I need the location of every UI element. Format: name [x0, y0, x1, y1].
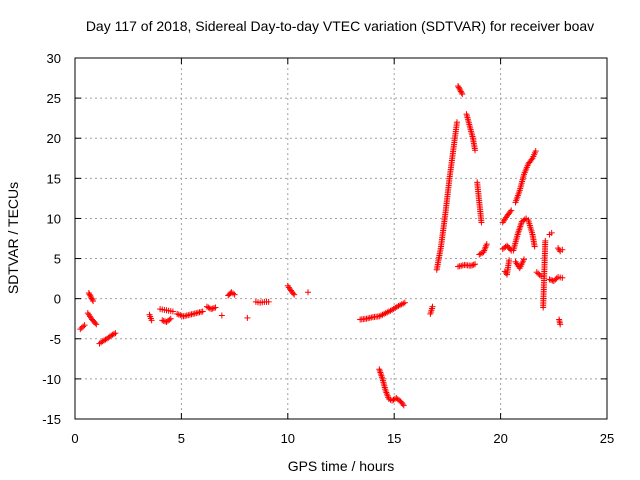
data-point: [546, 276, 553, 283]
data-point: [89, 296, 96, 303]
data-point: [553, 275, 560, 282]
data-point: [169, 308, 176, 315]
data-point: [211, 305, 218, 312]
data-point: [459, 91, 466, 98]
data-point: [456, 85, 463, 92]
data-point: [483, 241, 490, 248]
data-point: [212, 304, 219, 311]
data-point: [81, 322, 88, 329]
x-axis-label: GPS time / hours: [288, 458, 395, 474]
data-point: [148, 317, 155, 324]
data-point: [453, 119, 460, 126]
data-point: [400, 402, 407, 409]
grid-lines: [75, 58, 607, 419]
data-point: [90, 298, 97, 305]
tick-labels: 0 5 10 15 20 25 -15 -10 -5 0 5 10 15 20 25 30: [42, 51, 614, 446]
data-point: [80, 323, 87, 330]
data-point: [208, 306, 215, 313]
data-point: [112, 330, 119, 337]
data-point: [218, 312, 225, 319]
data-point: [93, 321, 100, 328]
x-tick-label: 5: [178, 431, 185, 446]
data-point: [162, 318, 169, 325]
data-point: [506, 257, 513, 264]
y-tick-label: 0: [54, 292, 61, 307]
data-point: [167, 315, 174, 322]
data-point: [533, 269, 540, 276]
data-point: [199, 308, 206, 315]
data-point: [457, 87, 464, 94]
data-point: [429, 303, 436, 310]
x-tick-label: 15: [387, 431, 401, 446]
data-point: [87, 294, 94, 301]
data-point: [78, 324, 85, 331]
y-tick-label: 30: [47, 51, 61, 66]
y-tick-label: -15: [42, 412, 61, 427]
data-point: [532, 148, 539, 155]
y-axis-label: SDTVAR / TECUs: [5, 182, 21, 294]
data-point: [77, 326, 84, 333]
data-point: [401, 299, 408, 306]
data-point: [542, 237, 549, 244]
x-tick-label: 20: [493, 431, 507, 446]
data-point: [290, 290, 297, 297]
data-point: [538, 273, 545, 280]
data-point: [507, 208, 514, 215]
data-point: [305, 289, 312, 296]
data-point: [458, 89, 465, 96]
y-tick-label: 20: [47, 131, 61, 146]
data-point: [265, 298, 272, 305]
data-point: [87, 292, 94, 299]
data-point: [455, 84, 462, 91]
y-tick-label: 15: [47, 171, 61, 186]
data-point: [478, 219, 485, 226]
data-point: [472, 147, 479, 154]
data-point: [548, 229, 555, 236]
x-tick-label: 25: [600, 431, 614, 446]
data-point: [231, 291, 238, 298]
data-point: [535, 270, 542, 277]
data-point: [528, 156, 535, 163]
data-point: [457, 88, 464, 95]
y-tick-label: 5: [54, 252, 61, 267]
data-point: [455, 83, 462, 90]
data-point: [521, 216, 528, 223]
data-point: [159, 317, 166, 324]
x-tick-label: 10: [281, 431, 295, 446]
data-point: [470, 261, 477, 268]
data-point: [291, 291, 298, 298]
data-point: [209, 305, 216, 312]
y-tick-label: -5: [49, 332, 61, 347]
data-point: [559, 274, 566, 281]
data-point: [507, 246, 514, 253]
data-point: [166, 316, 173, 323]
data-points: [77, 83, 566, 409]
y-tick-label: 10: [47, 211, 61, 226]
data-point: [559, 246, 566, 253]
y-tick-label: 25: [47, 91, 61, 106]
data-point: [111, 330, 118, 337]
plot-frame: [74, 57, 608, 420]
data-point: [550, 278, 557, 285]
data-point: [88, 295, 95, 302]
data-point: [552, 276, 559, 283]
data-point: [85, 290, 92, 297]
data-point: [549, 277, 556, 284]
y-tick-label: -10: [42, 372, 61, 387]
data-point: [472, 261, 479, 268]
data-point: [469, 262, 476, 269]
data-point: [521, 256, 528, 263]
data-point: [531, 243, 538, 250]
x-tick-label: 0: [71, 431, 78, 446]
data-point: [244, 314, 251, 321]
data-point: [508, 207, 515, 214]
chart-title: Day 117 of 2018, Sidereal Day-to-day VTE…: [86, 18, 594, 34]
data-point: [467, 262, 474, 269]
data-point: [399, 401, 406, 408]
data-point: [86, 291, 93, 298]
data-point: [92, 320, 99, 327]
data-point: [557, 321, 564, 328]
